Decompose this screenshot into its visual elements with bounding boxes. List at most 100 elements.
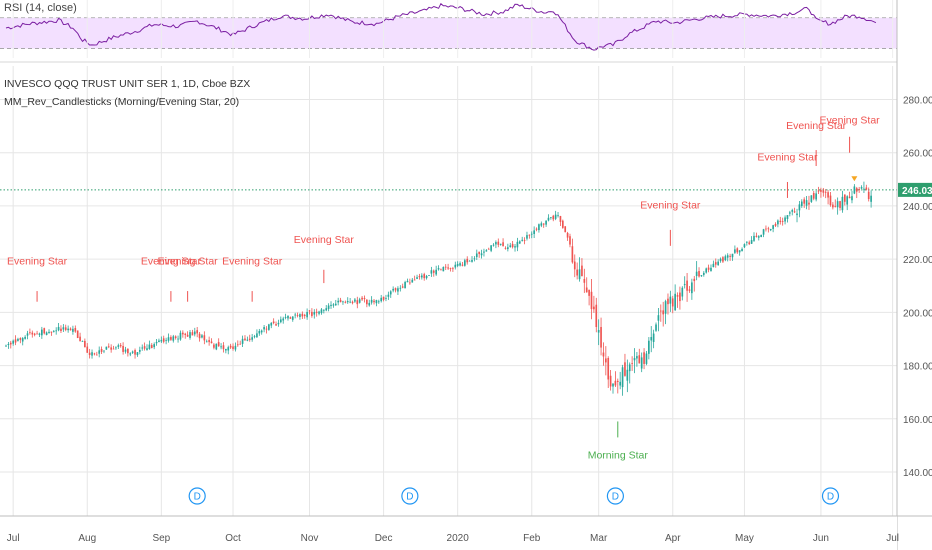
- candle-body: [107, 346, 110, 348]
- candle-body: [43, 328, 46, 334]
- candle-body: [81, 340, 84, 342]
- candle-body: [774, 224, 777, 226]
- candle-body: [217, 342, 220, 347]
- candle-body: [432, 270, 435, 273]
- chart-title[interactable]: INVESCO QQQ TRUST UNIT SER 1, 1D, Cboe B…: [4, 78, 251, 90]
- candle-body: [523, 240, 526, 242]
- candle-body: [141, 347, 144, 349]
- candle-body: [741, 248, 743, 252]
- candle-body: [258, 331, 261, 334]
- candle-body: [117, 345, 120, 347]
- candle-body: [158, 340, 160, 343]
- candle-body: [17, 338, 19, 341]
- candle-body: [648, 340, 650, 354]
- candle-body: [385, 297, 387, 299]
- price-axis-background: [897, 0, 932, 550]
- signal-triangle-icon: [851, 176, 858, 182]
- candle-body: [638, 355, 641, 364]
- candle-body: [736, 248, 739, 253]
- candle-body: [143, 346, 146, 349]
- candle-body: [392, 288, 394, 291]
- time-tick-label: Jul: [7, 533, 20, 544]
- price-tick-label: 180.00: [903, 362, 932, 373]
- candle-body: [306, 311, 308, 318]
- candle-body: [499, 243, 502, 245]
- candle-body: [731, 253, 734, 258]
- candle-body: [52, 330, 55, 332]
- candle-body: [318, 311, 320, 314]
- candle-body: [205, 341, 208, 343]
- candle-body: [490, 245, 492, 251]
- candle-body: [552, 215, 555, 220]
- candle-body: [299, 314, 301, 317]
- candle-body: [595, 304, 598, 328]
- candle-body: [812, 193, 815, 199]
- candle-body: [428, 275, 430, 276]
- candle-body: [750, 240, 753, 244]
- candle-body: [655, 324, 657, 331]
- candle-body: [177, 338, 179, 340]
- candle-body: [619, 381, 622, 386]
- candle-body: [865, 187, 868, 190]
- candle-body: [375, 300, 378, 304]
- evening-star-label: Evening Star: [222, 255, 283, 267]
- candle-body: [834, 205, 837, 207]
- evening-star-label: Evening Star: [141, 255, 202, 267]
- candle-body: [399, 287, 402, 289]
- candle-body: [313, 311, 316, 315]
- candle-body: [707, 267, 710, 270]
- candle-body: [483, 251, 485, 253]
- candle-body: [416, 277, 418, 279]
- candle-body: [722, 257, 724, 262]
- candle-body: [860, 187, 863, 189]
- candle-body: [146, 348, 148, 351]
- candle-body: [184, 333, 187, 335]
- candle-body: [767, 228, 770, 230]
- candle-body: [282, 318, 285, 321]
- candle-body: [526, 235, 528, 239]
- candle-body: [827, 192, 829, 198]
- candle-body: [196, 330, 199, 334]
- candle-body: [361, 297, 363, 300]
- candle-body: [323, 309, 325, 311]
- candle-body: [810, 195, 813, 202]
- candle-body: [836, 201, 839, 208]
- candle-body: [502, 242, 504, 247]
- candle-body: [688, 289, 691, 291]
- candle-body: [762, 229, 765, 235]
- candle-body: [62, 327, 65, 330]
- candle-body: [444, 266, 447, 268]
- candle-body: [530, 233, 533, 235]
- candle-body: [616, 380, 619, 382]
- candle-body: [495, 242, 497, 245]
- candle-body: [800, 201, 803, 207]
- candle-body: [597, 330, 600, 333]
- rsi-legend[interactable]: RSI (14, close): [4, 2, 77, 14]
- candle-body: [612, 383, 614, 387]
- candle-body: [198, 333, 201, 339]
- candle-body: [781, 221, 784, 222]
- candle-body: [538, 224, 540, 231]
- candle-body: [796, 213, 798, 216]
- candle-body: [420, 275, 423, 278]
- candle-body: [695, 271, 698, 277]
- candle-body: [14, 339, 17, 343]
- candle-body: [442, 266, 445, 272]
- dividend-label: D: [406, 492, 413, 503]
- candle-body: [67, 328, 69, 331]
- candle-body: [425, 275, 428, 279]
- candle-body: [363, 298, 366, 299]
- candle-body: [681, 287, 684, 297]
- candle-body: [652, 333, 655, 342]
- dividend-label: D: [194, 492, 201, 503]
- candle-body: [358, 299, 361, 303]
- candle-body: [676, 295, 679, 297]
- candle-body: [817, 190, 820, 192]
- candle-body: [650, 337, 653, 341]
- indicator-legend[interactable]: MM_Rev_Candlesticks (Morning/Evening Sta…: [4, 96, 240, 108]
- candle-body: [327, 305, 330, 309]
- candle-body: [373, 300, 375, 303]
- candle-body: [119, 345, 122, 347]
- candle-body: [475, 253, 478, 258]
- candle-body: [853, 186, 856, 194]
